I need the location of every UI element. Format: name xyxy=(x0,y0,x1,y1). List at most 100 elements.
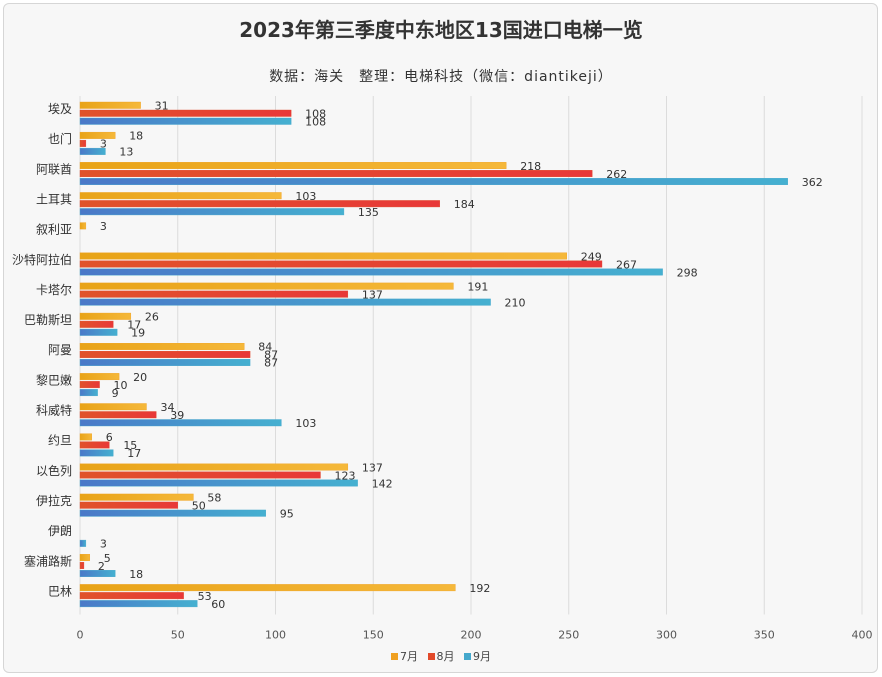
data-label: 34 xyxy=(160,401,174,414)
legend-item-sep: 9月 xyxy=(464,648,491,664)
bar-sep xyxy=(79,117,292,125)
data-label: 26 xyxy=(145,311,159,324)
bar-aug xyxy=(79,109,292,117)
bar-sep xyxy=(79,178,788,186)
category-label: 阿联酋 xyxy=(36,161,72,176)
data-label: 137 xyxy=(362,461,383,474)
category-label: 也门 xyxy=(48,131,72,146)
x-tick-label: 0 xyxy=(77,629,84,642)
bar-jul xyxy=(79,222,87,230)
bar-sep xyxy=(79,419,282,427)
category-label: 阿曼 xyxy=(48,343,72,357)
bar-aug xyxy=(79,170,593,178)
data-label: 19 xyxy=(131,327,145,340)
data-label: 103 xyxy=(295,190,316,203)
data-label: 103 xyxy=(295,417,316,430)
bar-jul xyxy=(79,403,147,411)
data-label: 3 xyxy=(100,220,107,233)
legend-label-jul: 7月 xyxy=(400,650,418,663)
bar-aug xyxy=(79,200,440,208)
data-label: 39 xyxy=(170,409,184,422)
data-label: 3 xyxy=(100,138,107,151)
bar-aug xyxy=(79,290,349,298)
data-label: 218 xyxy=(520,160,541,173)
data-label: 192 xyxy=(469,582,490,595)
chart-title: 2023年第三季度中东地区13国进口电梯一览 xyxy=(239,18,643,42)
data-label: 298 xyxy=(677,266,698,279)
legend-label-aug: 8月 xyxy=(436,650,455,663)
bar-aug xyxy=(79,320,114,328)
legend-label-sep: 9月 xyxy=(473,650,491,663)
bar-aug xyxy=(79,562,85,569)
bar-jul xyxy=(79,162,507,170)
bar-jul xyxy=(79,463,349,471)
category-label: 伊朗 xyxy=(48,524,72,538)
category-label: 以色列 xyxy=(36,464,72,478)
bar-sep xyxy=(79,147,106,155)
legend: 7月 8月 9月 xyxy=(0,648,882,664)
x-tick-label: 150 xyxy=(363,629,384,642)
data-label: 20 xyxy=(133,371,147,384)
data-label: 123 xyxy=(334,469,355,482)
data-label: 87 xyxy=(264,357,278,370)
bar-sep xyxy=(79,359,251,366)
data-label: 191 xyxy=(467,280,488,293)
bar-aug xyxy=(79,592,184,600)
bar-aug xyxy=(79,501,178,509)
x-tick-label: 400 xyxy=(852,629,873,642)
bar-jul xyxy=(79,131,116,139)
x-tick-label: 250 xyxy=(558,629,579,642)
data-label: 17 xyxy=(127,447,141,460)
data-label: 84 xyxy=(258,341,272,354)
category-label: 塞浦路斯 xyxy=(24,553,72,568)
data-label: 249 xyxy=(581,250,602,263)
bar-aug xyxy=(79,441,110,449)
bar-aug xyxy=(79,139,87,147)
category-label: 沙特阿拉伯 xyxy=(12,252,72,267)
data-label: 262 xyxy=(606,168,627,181)
bar-sep xyxy=(79,539,87,547)
bar-aug xyxy=(79,351,251,358)
data-label: 53 xyxy=(198,590,212,603)
bar-jul xyxy=(79,493,194,501)
data-label: 50 xyxy=(192,499,206,512)
bar-sep xyxy=(79,389,98,397)
category-label: 土耳其 xyxy=(36,192,72,206)
data-label: 31 xyxy=(155,100,169,113)
data-label: 184 xyxy=(454,198,475,211)
data-label: 15 xyxy=(123,439,137,452)
data-label: 58 xyxy=(207,491,221,504)
bar-sep xyxy=(79,298,491,306)
bar-jul xyxy=(79,101,141,109)
data-label: 18 xyxy=(129,130,143,143)
bar-aug xyxy=(79,411,157,419)
data-label: 108 xyxy=(305,116,326,129)
bar-aug xyxy=(79,471,321,479)
bar-jul xyxy=(79,373,120,381)
bar-sep xyxy=(79,509,266,517)
x-tick-label: 200 xyxy=(461,629,482,642)
category-label: 科威特 xyxy=(36,403,72,418)
data-label: 210 xyxy=(505,296,526,309)
x-tick-label: 100 xyxy=(265,629,286,642)
data-label: 9 xyxy=(112,387,119,400)
bar-jul xyxy=(79,312,132,320)
chart-subtitle: 数据：海关 整理：电梯科技（微信：diantikeji） xyxy=(269,69,613,85)
data-label: 2 xyxy=(98,560,105,573)
bar-sep xyxy=(79,600,198,608)
data-label: 60 xyxy=(211,598,225,611)
bar-sep xyxy=(79,208,345,216)
data-label: 10 xyxy=(114,379,128,392)
category-label: 巴林 xyxy=(48,584,72,598)
x-tick-label: 350 xyxy=(754,629,775,642)
bar-jul xyxy=(79,433,92,441)
data-label: 5 xyxy=(104,552,111,565)
category-label: 埃及 xyxy=(48,102,72,116)
category-label: 约旦 xyxy=(48,433,72,448)
category-label: 巴勒斯坦 xyxy=(24,313,72,327)
category-label: 卡塔尔 xyxy=(36,282,72,297)
data-label: 362 xyxy=(802,176,823,189)
bar-jul xyxy=(79,282,454,290)
data-label: 95 xyxy=(280,507,294,520)
